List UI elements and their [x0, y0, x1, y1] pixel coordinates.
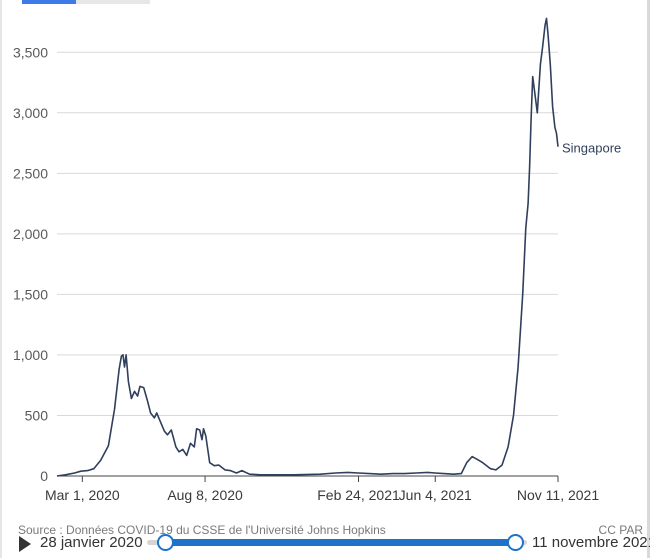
timeline-bar: 28 janvier 2020 11 novembre 2021: [0, 530, 650, 558]
timeline-start-date: 28 janvier 2020: [40, 534, 143, 551]
timeline-end-date: 11 novembre 2021: [532, 534, 650, 551]
timeline-start-handle[interactable]: [157, 534, 174, 551]
grid-lines: [57, 51, 558, 416]
y-tick-label: 1,000: [13, 347, 48, 363]
y-tick-label: 3,500: [13, 44, 48, 60]
timeline-slider-range: [165, 539, 515, 546]
play-icon[interactable]: [19, 536, 31, 552]
chart-tab-active[interactable]: [22, 0, 76, 4]
line-chart: 0 500 1,000 1,500 2,000 2,500 3,000 3,500 Mar 1…: [13, 17, 621, 503]
chart-tab-strip[interactable]: [22, 0, 150, 4]
series-line-singapore[interactable]: [56, 17, 559, 477]
y-axis-ticks: 0 500 1,000 1,500 2,000 2,500 3,000 3,500: [13, 44, 48, 484]
x-tick-label: Jun 4, 2021: [399, 487, 472, 503]
y-tick-label: 1,500: [13, 286, 48, 302]
license-link[interactable]: CC PAR: [598, 523, 643, 537]
timeline-end-handle[interactable]: [507, 534, 524, 551]
x-tick-label: Feb 24, 2021: [317, 487, 400, 503]
source-note: Source : Données COVID-19 du CSSE de l'U…: [18, 523, 386, 537]
x-tick-label: Nov 11, 2021: [517, 487, 599, 503]
y-tick-label: 2,500: [13, 165, 48, 181]
y-tick-label: 0: [40, 468, 48, 484]
right-frame-rule: [647, 0, 650, 558]
left-frame-rule: [0, 0, 2, 558]
y-tick-label: 2,000: [13, 226, 48, 242]
x-tick-label: Mar 1, 2020: [45, 487, 120, 503]
y-tick-label: 500: [25, 407, 49, 423]
y-tick-label: 3,000: [13, 105, 48, 121]
source-row: Source : Données COVID-19 du CSSE de l'U…: [18, 523, 643, 537]
x-tick-label: Aug 8, 2020: [167, 487, 243, 503]
series-label-singapore: Singapore: [562, 141, 621, 156]
